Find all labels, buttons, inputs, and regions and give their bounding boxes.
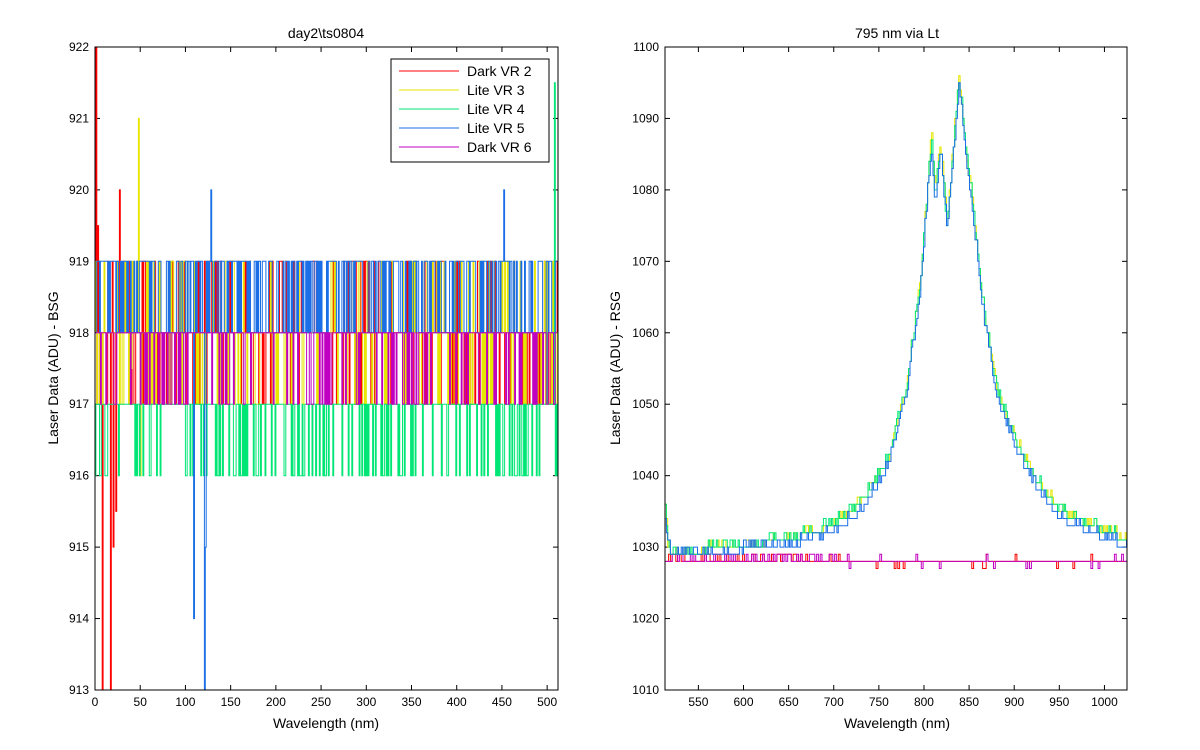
chart-title: 795 nm via Lt: [855, 25, 939, 41]
x-tick-label: 350: [401, 695, 421, 709]
chart-title: day2\ts0804: [288, 25, 364, 41]
legend-box: [390, 58, 550, 163]
y-tick-label: 920: [69, 183, 89, 197]
x-tick-label: 150: [221, 695, 241, 709]
x-axis-label: Wavelength (nm): [273, 715, 379, 731]
chart-rsg: 795 nm via Lt 550 600 650 700 750 800 850 900 95…: [607, 25, 1128, 731]
series-line: [665, 82, 1127, 555]
y-tick-label: 915: [69, 540, 89, 554]
x-tick-label: 100: [175, 695, 195, 709]
y-tick-label: 1090: [632, 111, 659, 125]
x-axis-label: Wavelength (nm): [844, 715, 950, 731]
ticks: 550 600 650 700 750 800 850 900 950 1000 1010 1020 1…: [632, 40, 1127, 709]
x-tick-label: 750: [869, 695, 889, 709]
x-tick-label: 800: [914, 695, 934, 709]
legend-label: Dark VR 6: [467, 139, 532, 155]
y-tick-label: 1070: [632, 254, 659, 268]
y-tick-label: 1010: [632, 683, 659, 697]
x-tick-label: 200: [266, 695, 286, 709]
y-tick-label: 917: [69, 397, 89, 411]
y-tick-label: 922: [69, 40, 89, 54]
legend-label: Dark VR 2: [467, 63, 532, 79]
x-tick-label: 250: [311, 695, 331, 709]
legend-label: Lite VR 3: [467, 82, 525, 98]
x-tick-label: 550: [688, 695, 708, 709]
y-tick-label: 1050: [632, 397, 659, 411]
y-tick-label: 918: [69, 326, 89, 340]
series-line: [665, 75, 1127, 555]
y-axis-label: Laser Data (ADU) - RSG: [607, 291, 623, 445]
x-tick-label: 500: [537, 695, 557, 709]
axes-frame: [664, 46, 1128, 691]
legend-label: Lite VR 4: [467, 101, 525, 117]
y-tick-label: 1060: [632, 326, 659, 340]
y-tick-label: 921: [69, 111, 89, 125]
y-axis-label: Laser Data (ADU) - BSG: [45, 291, 61, 444]
y-tick-label: 1020: [632, 612, 659, 626]
legend-label: Lite VR 5: [467, 120, 525, 136]
x-tick-label: 850: [959, 695, 979, 709]
x-tick-label: 400: [447, 695, 467, 709]
x-tick-label: 1000: [1091, 695, 1118, 709]
ticks: 0 50 100 150 200 250 300 350 400 450 500 913 914 915 9…: [69, 40, 558, 709]
x-tick-label: 650: [779, 695, 799, 709]
x-tick-label: 700: [824, 695, 844, 709]
chart-bsg: day2\ts0804 0 50 100 150 200 250 300 350 400 450 5…: [45, 25, 559, 731]
y-tick-label: 914: [69, 612, 89, 626]
y-tick-label: 1040: [632, 469, 659, 483]
x-tick-label: 300: [356, 695, 376, 709]
y-tick-label: 1030: [632, 540, 659, 554]
y-tick-label: 916: [69, 469, 89, 483]
axes-frame: [94, 46, 559, 691]
legend: Dark VR 2 Lite VR 3 Lite VR 4 Lite VR 5 Dark…: [390, 58, 550, 163]
x-tick-label: 450: [492, 695, 512, 709]
y-tick-label: 919: [69, 254, 89, 268]
x-tick-label: 0: [92, 695, 99, 709]
plot-area: [95, 47, 558, 690]
y-tick-label: 913: [69, 683, 89, 697]
x-tick-label: 900: [1004, 695, 1024, 709]
y-tick-label: 1080: [632, 183, 659, 197]
x-tick-label: 50: [134, 695, 148, 709]
series-line: [95, 332, 558, 405]
x-tick-label: 950: [1049, 695, 1069, 709]
series-line: [665, 82, 1127, 555]
y-tick-label: 1100: [633, 40, 659, 54]
x-tick-label: 600: [733, 695, 753, 709]
plot-area: [665, 75, 1127, 569]
